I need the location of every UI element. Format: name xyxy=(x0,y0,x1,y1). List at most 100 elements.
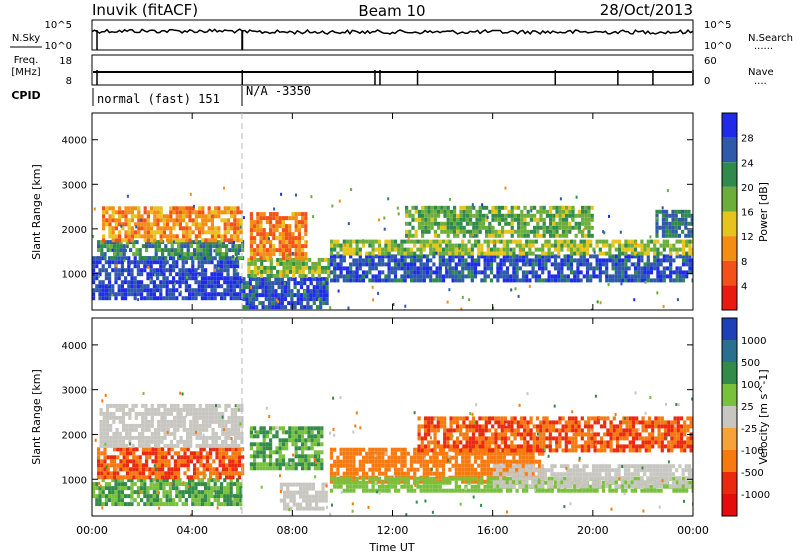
heatmap-cell xyxy=(502,447,506,452)
heatmap-cell xyxy=(448,270,452,275)
heatmap-cell xyxy=(688,270,692,275)
heatmap-cell xyxy=(614,266,618,271)
heatmap-cell xyxy=(515,451,519,456)
heatmap-cell xyxy=(125,451,129,456)
heatmap-cell xyxy=(502,459,506,464)
heatmap-cell xyxy=(211,435,215,440)
heatmap-cell xyxy=(207,482,211,487)
heatmap-cell xyxy=(422,262,426,267)
heatmap-cell xyxy=(512,278,516,283)
heatmap-cell xyxy=(191,206,195,211)
heatmap-cell xyxy=(186,475,190,480)
heatmap-cell xyxy=(437,205,441,210)
heatmap-cell xyxy=(457,476,462,481)
heatmap-cell xyxy=(566,262,570,267)
heatmap-cell xyxy=(499,270,503,275)
heatmap-cell xyxy=(102,226,106,231)
heatmap-cell xyxy=(448,447,452,452)
heatmap-cell xyxy=(161,455,165,460)
heatmap-cell xyxy=(256,269,261,274)
heatmap-cell xyxy=(438,251,442,256)
heatmap-cell xyxy=(528,247,532,252)
heatmap-cell xyxy=(108,214,112,219)
heatmap-cell xyxy=(368,488,372,493)
heatmap-cell xyxy=(470,247,474,252)
heatmap-cell xyxy=(304,228,308,233)
heatmap-cell xyxy=(191,292,195,297)
heatmap-cell xyxy=(470,467,474,472)
heatmap-cell xyxy=(678,239,682,244)
heatmap-cell xyxy=(472,221,476,226)
heatmap-cell xyxy=(95,260,99,265)
heatmap-cell xyxy=(477,270,481,275)
heatmap-cell xyxy=(214,443,218,448)
heatmap-cell xyxy=(587,209,591,214)
heatmap-cell xyxy=(168,280,172,285)
heatmap-cell xyxy=(345,467,350,472)
heatmap-cell xyxy=(464,467,468,472)
heatmap-cell xyxy=(223,264,227,269)
heatmap-cell xyxy=(133,296,137,301)
heatmap-cell xyxy=(505,254,510,259)
heatmap-cell xyxy=(248,301,251,304)
heatmap-cell xyxy=(249,256,253,261)
heatmap-cell xyxy=(477,488,481,493)
heatmap-cell xyxy=(111,478,115,483)
heatmap-cell xyxy=(165,280,169,285)
heatmap-cell xyxy=(424,209,428,214)
heatmap-cell xyxy=(184,498,188,503)
heatmap-cell xyxy=(161,471,165,476)
heatmap-cell xyxy=(163,423,167,428)
heatmap-cell xyxy=(132,447,136,452)
heatmap-cell xyxy=(122,447,126,452)
heatmap-cell xyxy=(294,446,298,451)
heatmap-cell xyxy=(274,301,278,306)
heatmap-cell xyxy=(287,277,291,282)
heatmap-cell xyxy=(491,217,495,222)
heatmap-cell xyxy=(288,466,292,471)
heatmap-cell xyxy=(393,266,398,271)
heatmap-cell xyxy=(157,455,161,460)
heatmap-cell xyxy=(141,419,145,424)
heatmap-cell xyxy=(291,216,295,221)
heatmap-cell xyxy=(422,266,426,271)
heatmap-cell xyxy=(614,480,618,485)
heatmap-cell xyxy=(529,229,533,234)
heatmap-cell xyxy=(162,502,166,507)
heatmap-cell xyxy=(614,254,618,259)
heatmap-cell xyxy=(537,463,542,468)
heatmap-cell xyxy=(502,247,506,252)
heatmap-cell xyxy=(457,254,462,259)
heatmap-cell xyxy=(589,274,593,279)
heatmap-cell xyxy=(614,270,618,275)
heatmap-cell xyxy=(411,205,415,210)
heatmap-cell xyxy=(358,274,362,279)
heatmap-cell xyxy=(397,476,401,481)
heatmap-cell xyxy=(483,484,487,489)
heatmap-cell xyxy=(262,248,266,253)
heatmap-cell xyxy=(665,229,669,234)
heatmap-cell xyxy=(633,298,636,302)
heatmap-cell xyxy=(236,226,240,231)
heatmap-cell xyxy=(403,451,407,456)
heatmap-cell xyxy=(429,243,433,248)
heatmap-cell xyxy=(229,256,233,261)
heatmap-cell xyxy=(512,451,516,456)
heatmap-cell xyxy=(390,455,394,460)
heatmap-cell xyxy=(448,274,452,279)
heatmap-cell xyxy=(283,282,286,286)
heatmap-cell xyxy=(166,218,170,223)
heatmap-cell xyxy=(517,221,521,226)
heatmap-cell xyxy=(314,265,318,270)
heatmap-cell xyxy=(288,438,292,443)
heatmap-cell xyxy=(272,273,277,278)
heatmap-cell xyxy=(268,237,270,241)
power-heatmap xyxy=(92,186,693,310)
heatmap-cell xyxy=(579,258,583,263)
heatmap-cell xyxy=(148,467,152,472)
heatmap-cell xyxy=(236,230,240,235)
heatmap-cell xyxy=(432,476,436,481)
heatmap-cell xyxy=(336,266,340,271)
heatmap-cell xyxy=(510,248,512,252)
heatmap-cell xyxy=(269,228,273,233)
